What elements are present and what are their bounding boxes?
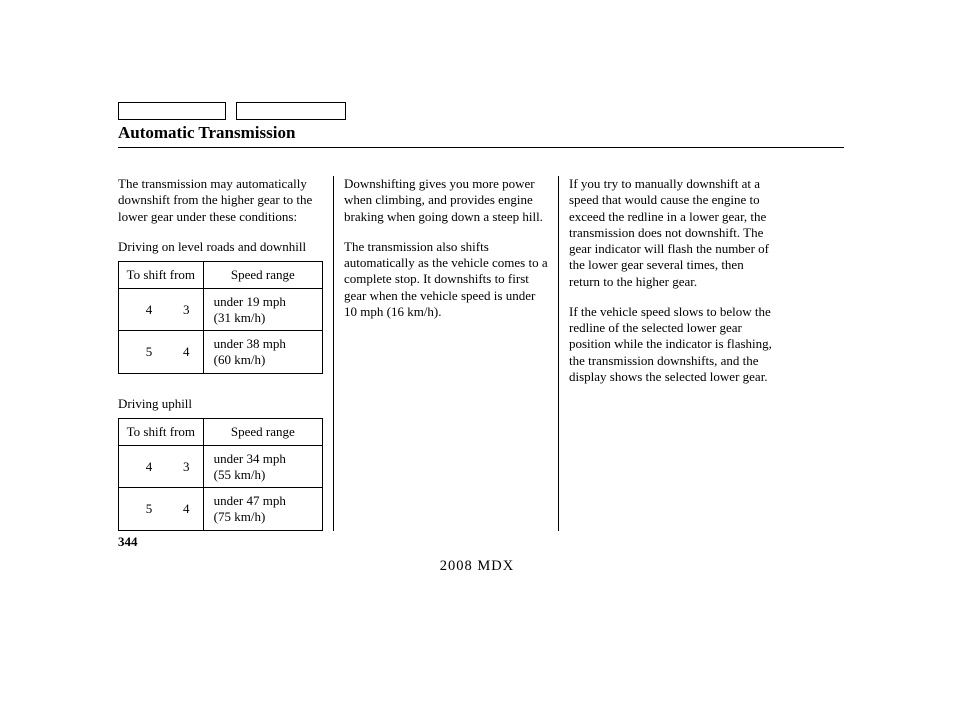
table-row: 5 4 under 47 mph (75 km/h): [119, 488, 323, 530]
cell-range: under 19 mph (31 km/h): [203, 289, 322, 331]
header-placeholder-boxes: [118, 102, 844, 120]
header-box-2: [236, 102, 346, 120]
header-from: To shift from: [119, 262, 204, 289]
content-columns: The transmission may automatically downs…: [118, 176, 844, 531]
table-row: 4 3 under 19 mph (31 km/h): [119, 289, 323, 331]
table-row: 4 3 under 34 mph (55 km/h): [119, 446, 323, 488]
level-road-label: Driving on level roads and downhill: [118, 239, 321, 255]
column-2: Downshifting gives you more power when c…: [334, 176, 559, 531]
col3-paragraph-1: If you try to manually downshift at a sp…: [569, 176, 774, 290]
cell-from: 5 4: [119, 488, 204, 530]
page-number: 344: [118, 534, 138, 550]
cell-range: under 38 mph (60 km/h): [203, 331, 322, 373]
table-header-row: To shift from Speed range: [119, 262, 323, 289]
cell-from: 4 3: [119, 446, 204, 488]
cell-range: under 34 mph (55 km/h): [203, 446, 322, 488]
footer-model-year: 2008 MDX: [0, 558, 954, 575]
header-range: Speed range: [203, 418, 322, 445]
cell-from: 4 3: [119, 289, 204, 331]
cell-from: 5 4: [119, 331, 204, 373]
col2-paragraph-1: Downshifting gives you more power when c…: [344, 176, 548, 225]
table-header-row: To shift from Speed range: [119, 418, 323, 445]
header-from: To shift from: [119, 418, 204, 445]
uphill-table: To shift from Speed range 4 3 under 34 m…: [118, 418, 323, 531]
column-1: The transmission may automatically downs…: [118, 176, 334, 531]
uphill-label: Driving uphill: [118, 396, 321, 412]
cell-range: under 47 mph (75 km/h): [203, 488, 322, 530]
table-row: 5 4 under 38 mph (60 km/h): [119, 331, 323, 373]
header-box-1: [118, 102, 226, 120]
header-range: Speed range: [203, 262, 322, 289]
col2-paragraph-2: The transmission also shifts automatical…: [344, 239, 548, 320]
col3-paragraph-2: If the vehicle speed slows to below the …: [569, 304, 774, 385]
level-road-table: To shift from Speed range 4 3 under 19 m…: [118, 261, 323, 374]
manual-page: Automatic Transmission The transmission …: [0, 0, 954, 710]
page-title: Automatic Transmission: [118, 123, 844, 148]
intro-paragraph: The transmission may automatically downs…: [118, 176, 321, 225]
column-3: If you try to manually downshift at a sp…: [559, 176, 774, 531]
